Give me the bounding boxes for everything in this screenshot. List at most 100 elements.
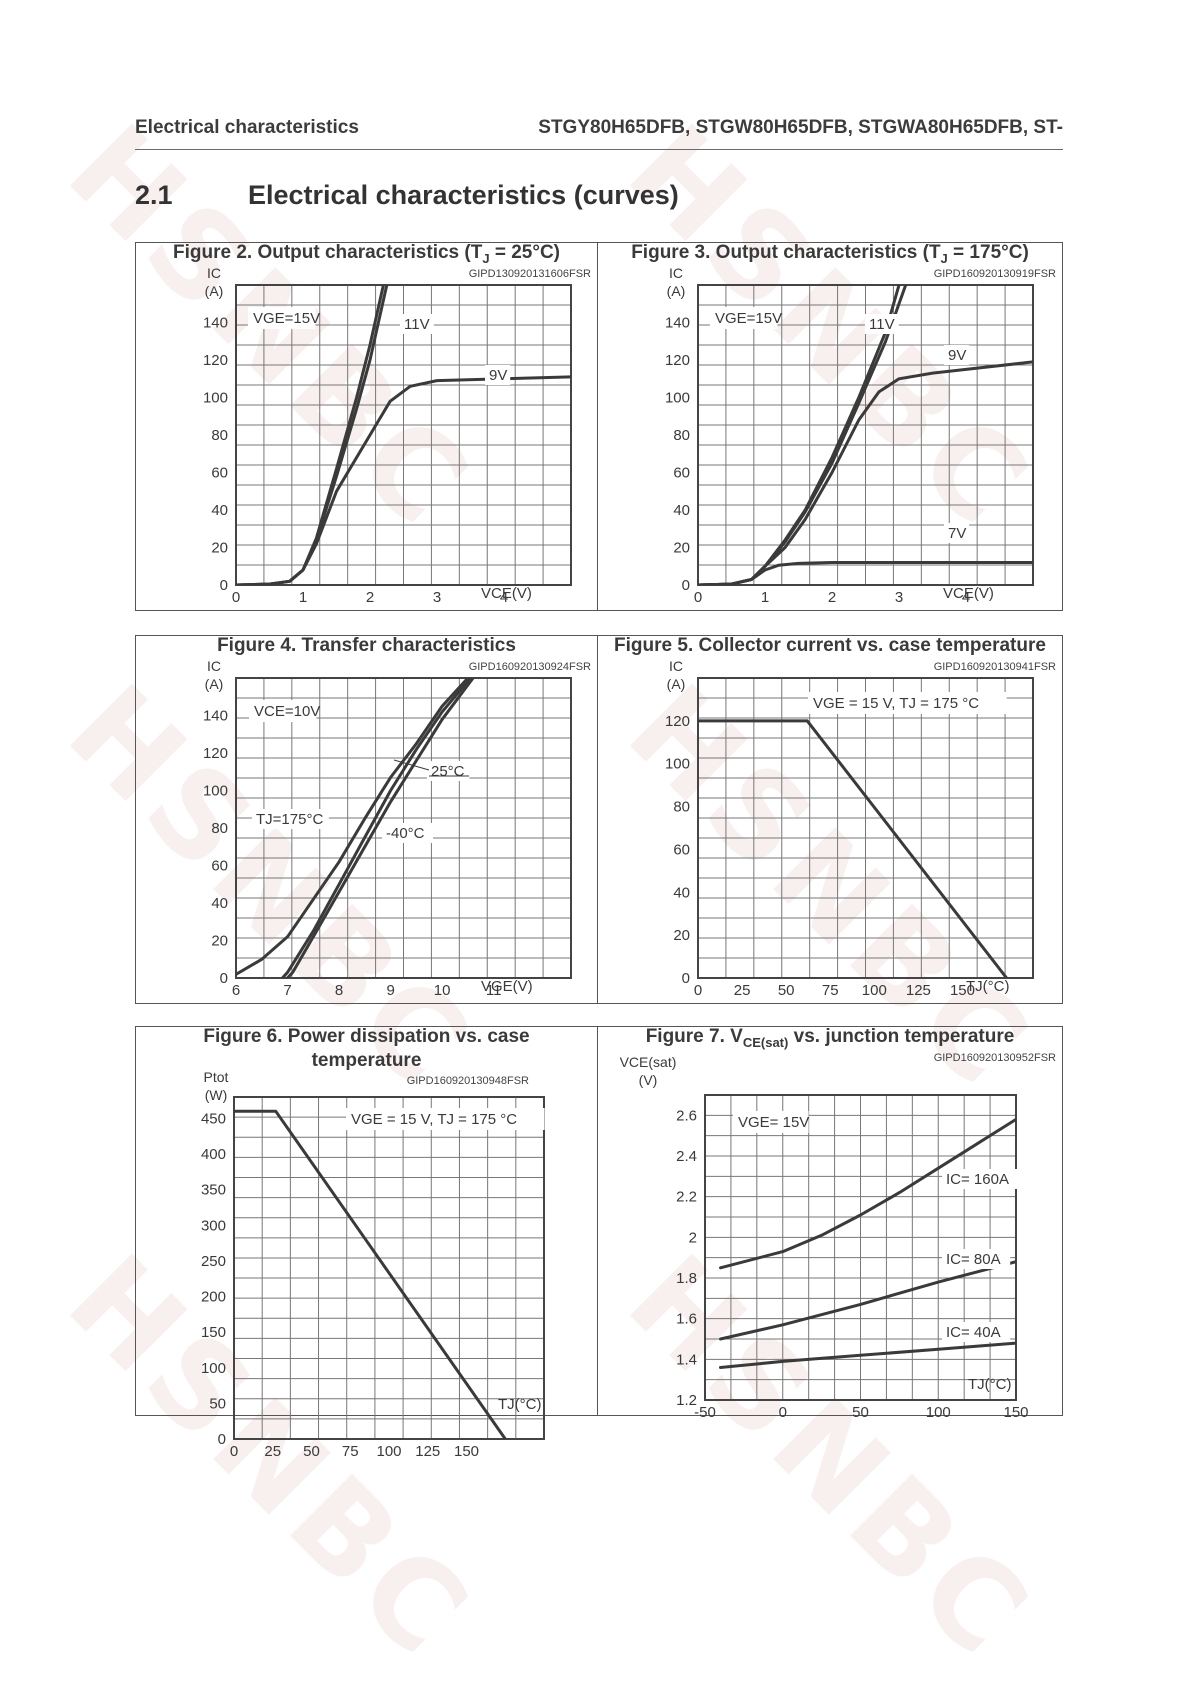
x-tick-label: 50 xyxy=(303,1443,320,1460)
y-tick-label: 100 xyxy=(665,756,690,773)
y-axis-label: IC xyxy=(669,658,683,674)
x-tick-label: 25 xyxy=(734,982,751,999)
chart-fig2: 0 1 2 3 4020406080100120140IC(A)VCE(V)VGE=15… xyxy=(203,265,572,606)
y-tick-label: 140 xyxy=(203,315,228,332)
x-tick-label: -50 xyxy=(694,1404,716,1421)
annotation-bg xyxy=(942,1249,1011,1269)
header-rule xyxy=(135,149,1063,150)
y-tick-label: 40 xyxy=(673,502,690,519)
x-tick-label: 25 xyxy=(264,1443,281,1460)
x-tick-label: 125 xyxy=(906,982,931,999)
series-group xyxy=(698,719,1009,978)
plot-frame xyxy=(697,677,1034,979)
y-tick-label: 140 xyxy=(203,708,228,725)
y-tick-label: 2.2 xyxy=(676,1189,697,1206)
x-tick-label: 150 xyxy=(454,1443,479,1460)
running-header-right: STGY80H65DFB, STGW80H65DFB, STGWA80H65DF… xyxy=(538,117,1063,138)
x-tick-label: 0 xyxy=(232,589,240,606)
annotation-label: VCE=10V xyxy=(254,703,320,720)
y-tick-label: 0 xyxy=(682,970,690,987)
figure-title: Figure 3. Output characteristics (TJ = 1… xyxy=(631,242,1029,266)
chart-fig5: 0 25 50 75 100 125 150 0 20 40 60 80 100 120 IC (A) TJ(°… xyxy=(665,658,1034,999)
x-axis-label: TJ(°C) xyxy=(968,1376,1011,1393)
x-tick-label: 0 xyxy=(694,982,702,999)
y-tick-label: 0 xyxy=(220,970,228,987)
y-tick-label: 1.8 xyxy=(676,1270,697,1287)
y-tick-label: 100 xyxy=(665,390,690,407)
section-number: 2.1 xyxy=(135,180,173,210)
x-tick-label: 100 xyxy=(862,982,887,999)
annotation-bg xyxy=(865,314,899,334)
chart-fig6: 0 25 50 75 100 125 150 0 50 100 150 200 250 300 350 400… xyxy=(201,1069,545,1460)
plot-frame xyxy=(697,284,1034,586)
x-tick-label: 150 xyxy=(1003,1404,1028,1421)
y-axis-label: VCE(sat) xyxy=(620,1054,677,1070)
x-tick-label: 100 xyxy=(926,1404,951,1421)
series-group xyxy=(236,678,475,978)
annotation-label: VGE= 15V xyxy=(738,1114,809,1131)
annotation-label: VGE = 15 V, TJ = 175 °C xyxy=(813,695,979,712)
figure-code: GIPD160920130948FSR xyxy=(406,1075,529,1087)
annotation-bg xyxy=(944,345,970,365)
y-tick-label: 2.4 xyxy=(676,1148,697,1165)
y-tick-label: 120 xyxy=(203,352,228,369)
series-line xyxy=(236,285,385,585)
figure-panel: Figure 7. VCE(sat) vs. junction temperat… xyxy=(597,1026,1063,1421)
y-tick-label: 50 xyxy=(209,1395,226,1412)
y-tick-label: 80 xyxy=(673,799,690,816)
x-axis-label: VCE(V) xyxy=(481,585,532,602)
x-tick-label: 1 xyxy=(761,589,769,606)
y-axis-unit: (V) xyxy=(639,1072,658,1088)
x-tick-label: 4 xyxy=(500,589,508,606)
y-tick-label: 1.2 xyxy=(676,1392,697,1409)
y-tick-label: 20 xyxy=(211,933,228,950)
figure-panel: Figure 4. Transfer characteristics GIPD16… xyxy=(135,635,598,1004)
plot-grid xyxy=(698,285,1033,585)
figure-code: GIPD130920131606FSR xyxy=(468,268,591,280)
y-tick-label: 40 xyxy=(211,502,228,519)
annotation-bg xyxy=(346,1108,545,1130)
figure-panel: Figure 2. Output characteristics (TJ = 2… xyxy=(135,242,598,611)
annotation-bg xyxy=(942,1322,1011,1342)
annotation-label: VGE=15V xyxy=(253,310,320,327)
x-tick-label: 0 xyxy=(779,1404,787,1421)
y-axis-unit: (W) xyxy=(205,1087,228,1103)
y-axis-label: IC xyxy=(207,658,221,674)
annotation-bg xyxy=(249,700,317,722)
y-tick-label: 40 xyxy=(211,895,228,912)
y-tick-label: 0 xyxy=(218,1431,226,1448)
annotation-bg xyxy=(733,1111,809,1133)
annotation-label: VGE = 15 V, TJ = 175 °C xyxy=(351,1111,517,1128)
annotation-bg xyxy=(485,365,511,385)
plot-frame xyxy=(233,1096,545,1440)
y-tick-label: 140 xyxy=(665,315,690,332)
x-axis-label: TJ(°C) xyxy=(966,978,1009,995)
annotation-label: 11V xyxy=(404,316,430,333)
series-line xyxy=(698,719,1009,978)
y-tick-label: 200 xyxy=(201,1289,226,1306)
y-tick-label: 80 xyxy=(211,427,228,444)
x-tick-label: 100 xyxy=(376,1443,401,1460)
y-tick-label: 40 xyxy=(673,884,690,901)
y-axis-unit: (A) xyxy=(667,283,686,299)
y-tick-label: 100 xyxy=(201,1360,226,1377)
y-tick-label: 60 xyxy=(211,858,228,875)
series-line xyxy=(719,1341,1016,1369)
annotation-label: IC= 80A xyxy=(946,1251,1001,1268)
figure-code: GIPD160920130941FSR xyxy=(933,661,1056,673)
x-tick-label: 6 xyxy=(232,982,240,999)
annotation-label: -40°C xyxy=(386,825,425,842)
series-line xyxy=(236,375,571,585)
x-tick-label: 8 xyxy=(335,982,343,999)
figure-title: Figure 6. Power dissipation vs. case temp… xyxy=(203,1026,530,1071)
chart-fig3: 0 1 2 3 4020406080100120140IC(A)VCE(V)VGE=15… xyxy=(665,265,1034,606)
figure-title: Figure 5. Collector current vs. case tem… xyxy=(614,635,1046,656)
y-tick-label: 350 xyxy=(201,1182,226,1199)
x-tick-label: 2 xyxy=(366,589,374,606)
plot-frame xyxy=(704,1094,1017,1401)
x-tick-label: 10 xyxy=(434,982,451,999)
section-title: Electrical characteristics (curves) xyxy=(248,180,679,210)
figure-code: GIPD160920130924FSR xyxy=(468,661,591,673)
annotation-bg xyxy=(248,307,316,329)
y-axis-unit: (A) xyxy=(205,283,224,299)
